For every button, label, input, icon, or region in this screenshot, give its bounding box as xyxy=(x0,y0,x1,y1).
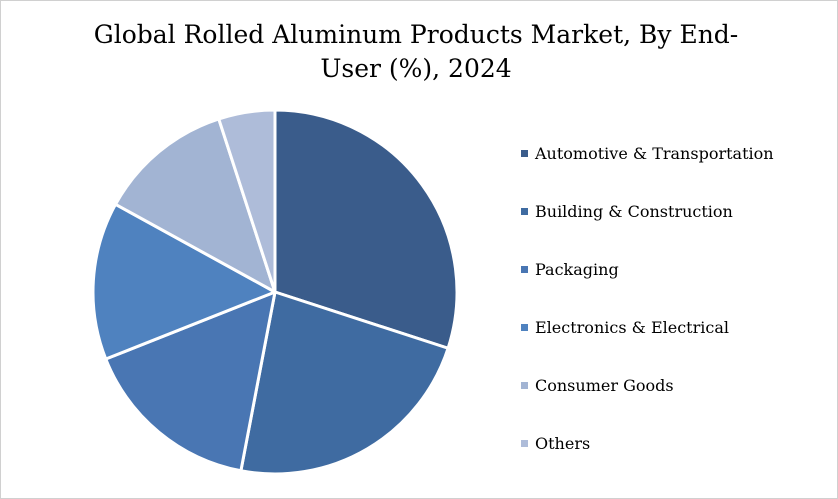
legend: Automotive & Transportation Building & Co… xyxy=(521,141,774,489)
chart-title: Global Rolled Aluminum Products Market, … xyxy=(93,20,739,83)
legend-swatch xyxy=(521,381,528,389)
legend-item-building-and-construction: Building & Construction xyxy=(521,199,774,223)
pie-slice-packaging xyxy=(104,290,277,473)
legend-swatch xyxy=(521,265,528,273)
legend-item-consumer-goods: Consumer Goods xyxy=(521,373,774,397)
legend-label: Building & Construction xyxy=(535,201,733,221)
pie-slice-building-and-construction xyxy=(239,290,450,476)
legend-swatch xyxy=(521,207,528,215)
legend-item-electronics-and-electrical: Electronics & Electrical xyxy=(521,315,774,339)
legend-swatch xyxy=(521,149,528,157)
legend-item-others: Others xyxy=(521,431,774,455)
legend-label: Consumer Goods xyxy=(535,375,674,395)
legend-item-packaging: Packaging xyxy=(521,257,774,281)
legend-swatch xyxy=(521,439,528,447)
pie-slice-others xyxy=(217,108,277,294)
pie-slice-automotive-and-transportation xyxy=(273,108,459,350)
legend-item-automotive-and-transportation: Automotive & Transportation xyxy=(521,141,774,165)
legend-label: Automotive & Transportation xyxy=(535,143,774,163)
legend-swatch xyxy=(521,323,528,331)
pie-slice-electronics-and-electrical xyxy=(91,202,277,361)
legend-label: Packaging xyxy=(535,259,619,279)
legend-label: Others xyxy=(535,433,591,453)
legend-label: Electronics & Electrical xyxy=(535,317,729,337)
pie-slice-consumer-goods xyxy=(114,117,277,294)
